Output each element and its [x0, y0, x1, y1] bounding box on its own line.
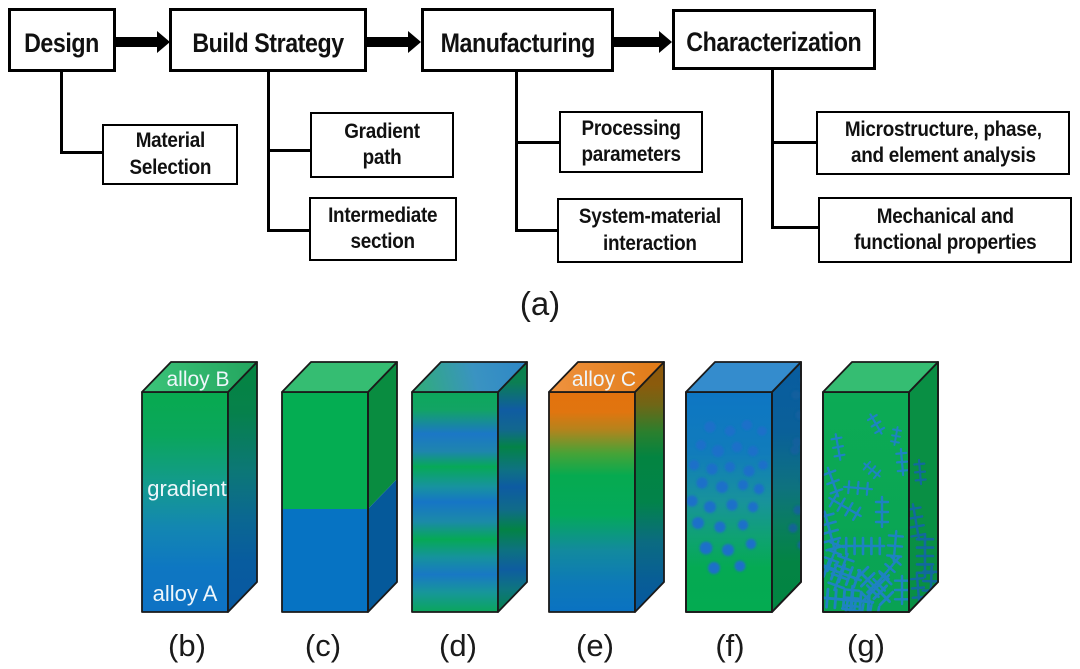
svg-text:(d): (d)	[439, 628, 477, 663]
svg-text:gradient: gradient	[147, 476, 227, 501]
svg-text:alloy B: alloy B	[166, 368, 229, 391]
svg-text:alloy C: alloy C	[572, 368, 636, 391]
svg-text:(g): (g)	[847, 628, 885, 663]
svg-text:alloy A: alloy A	[153, 581, 218, 606]
svg-text:(f): (f)	[715, 628, 744, 663]
svg-text:(e): (e)	[576, 628, 614, 663]
svg-text:(c): (c)	[305, 628, 341, 663]
svg-text:(b): (b)	[168, 628, 206, 663]
